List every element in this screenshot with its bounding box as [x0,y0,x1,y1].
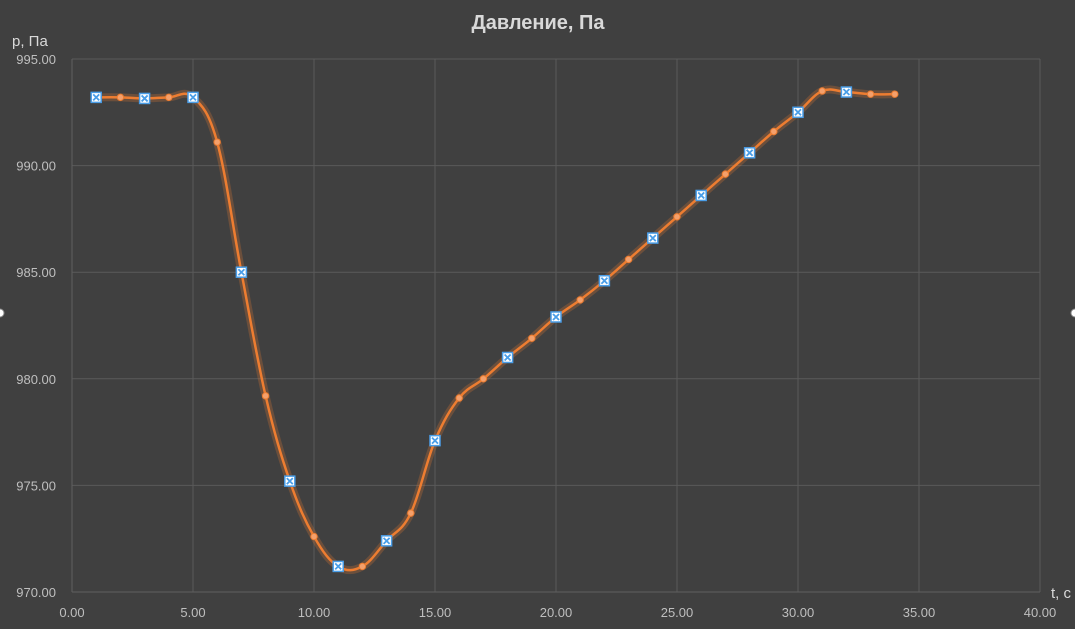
data-point [576,296,584,304]
highlighted-data-point [380,535,393,547]
y-tick-label: 975.00 [16,478,56,493]
x-tick-label: 35.00 [903,605,936,620]
x-tick-label: 20.00 [540,605,573,620]
data-point [770,127,778,136]
data-point [165,93,173,102]
highlight-marker-cross [842,88,851,96]
series-line [96,88,895,572]
data-point [358,562,367,571]
highlight-marker-cross [334,562,342,571]
highlight-marker-cross [189,93,197,102]
highlight-marker-cross [286,477,294,485]
data-point [407,509,415,517]
highlight-marker-cross [237,268,246,276]
highlighted-data-point [90,91,102,104]
y-tick-label: 990.00 [16,159,56,174]
x-tick-label: 0.00 [59,605,84,620]
highlighted-data-point [743,147,756,159]
markers [90,86,899,573]
highlighted-data-point [138,92,151,105]
highlight-marker-cross [697,191,705,200]
highlight-marker-cross [552,313,560,321]
highlight-marker-cross [745,149,754,157]
highlight-marker-cross [382,537,391,545]
highlighted-data-point [284,475,296,487]
series-line-glow [96,85,895,575]
x-tick-label: 30.00 [782,605,815,620]
highlight-marker-cross [92,93,100,102]
chart-title: Давление, Па [471,12,605,34]
data-point [673,213,681,221]
y-tick-label: 970.00 [16,585,56,600]
axes: 970.00 975.00 980.00 985.00 990.00 995.00 0.00… [16,52,1056,620]
data-point [261,392,270,400]
x-tick-label: 25.00 [661,605,694,620]
highlighted-data-point [695,189,707,202]
x-tick-label: 5.00 [180,605,205,620]
data-point [818,87,826,95]
series [96,85,895,575]
data-point [479,375,488,383]
highlighted-data-point [792,106,804,119]
x-tick-label: 40.00 [1024,605,1057,620]
highlighted-data-point [429,434,441,447]
highlight-marker-cross [140,94,149,103]
highlighted-data-point [187,91,199,104]
x-axis-label: t, c [1051,585,1072,602]
highlighted-data-point [647,232,659,244]
highlight-marker-cross [503,353,512,362]
highlight-marker-cross [649,234,657,242]
right-resize-handle[interactable] [1070,308,1075,318]
highlighted-data-point [550,311,562,323]
highlighted-data-point [598,274,611,287]
grid [72,58,1041,592]
highlighted-data-point [235,266,248,278]
data-point [455,394,463,402]
data-point [213,138,221,146]
data-point [721,170,730,178]
data-point [891,90,899,98]
highlighted-data-point [501,351,514,364]
data-point [866,90,875,98]
data-point [528,334,536,342]
highlight-marker-cross [431,436,439,445]
highlight-marker-cross [794,108,802,116]
data-point [624,255,633,264]
data-point [116,93,125,102]
highlighted-data-point [332,560,344,573]
x-tick-label: 15.00 [419,605,452,620]
data-point [310,532,318,541]
y-axis-label: p, Па [12,33,48,50]
highlighted-data-point [840,86,853,98]
highlight-marker-cross [600,277,609,285]
y-tick-label: 995.00 [16,52,56,67]
y-tick-label: 980.00 [16,372,56,387]
y-tick-label: 985.00 [16,265,56,280]
left-resize-handle[interactable] [0,308,5,318]
x-tick-label: 10.00 [298,605,331,620]
